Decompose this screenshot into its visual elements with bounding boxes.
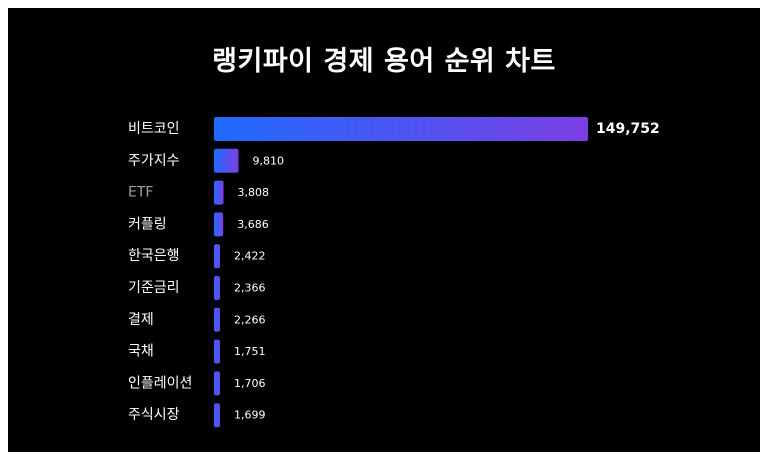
value-label: 2,422 <box>234 250 266 263</box>
bar <box>214 212 224 237</box>
bars-group: 비트코인 149,752 주가지수 9,810 ETF 3,808 커플링 3,686 한국은행… <box>128 117 660 428</box>
chart-title: 랭키파이 경제 용어 순위 차트 <box>212 46 556 77</box>
bar <box>214 276 220 300</box>
bar <box>214 371 220 396</box>
value-label: 1,699 <box>234 409 266 422</box>
bar <box>214 403 220 428</box>
bar <box>214 148 239 173</box>
bar <box>214 307 220 332</box>
bar <box>214 339 220 364</box>
value-label: 1,706 <box>234 377 266 390</box>
category-label: 기준금리 <box>128 280 180 296</box>
category-label: 커플링 <box>128 216 167 232</box>
bar <box>214 244 221 269</box>
category-label: 한국은행 <box>128 248 180 264</box>
category-label: 비트코인 <box>128 121 180 137</box>
category-label: 국채 <box>128 344 154 360</box>
bar <box>214 117 588 141</box>
category-label: 주식시장 <box>128 407 180 423</box>
value-label: 9,810 <box>253 154 285 167</box>
chart-background <box>8 8 760 452</box>
category-label: 결제 <box>128 312 154 328</box>
category-label: ETF <box>128 185 153 201</box>
bar <box>214 180 224 205</box>
value-label: 3,686 <box>237 218 268 231</box>
value-label: 1,751 <box>234 345 266 358</box>
value-label: 3,808 <box>238 186 269 199</box>
category-label: 주가지수 <box>128 153 180 169</box>
value-label: 149,752 <box>596 121 660 137</box>
value-label: 2,266 <box>234 313 266 326</box>
category-label: 인플레이션 <box>128 375 192 391</box>
value-label: 2,366 <box>234 282 266 295</box>
